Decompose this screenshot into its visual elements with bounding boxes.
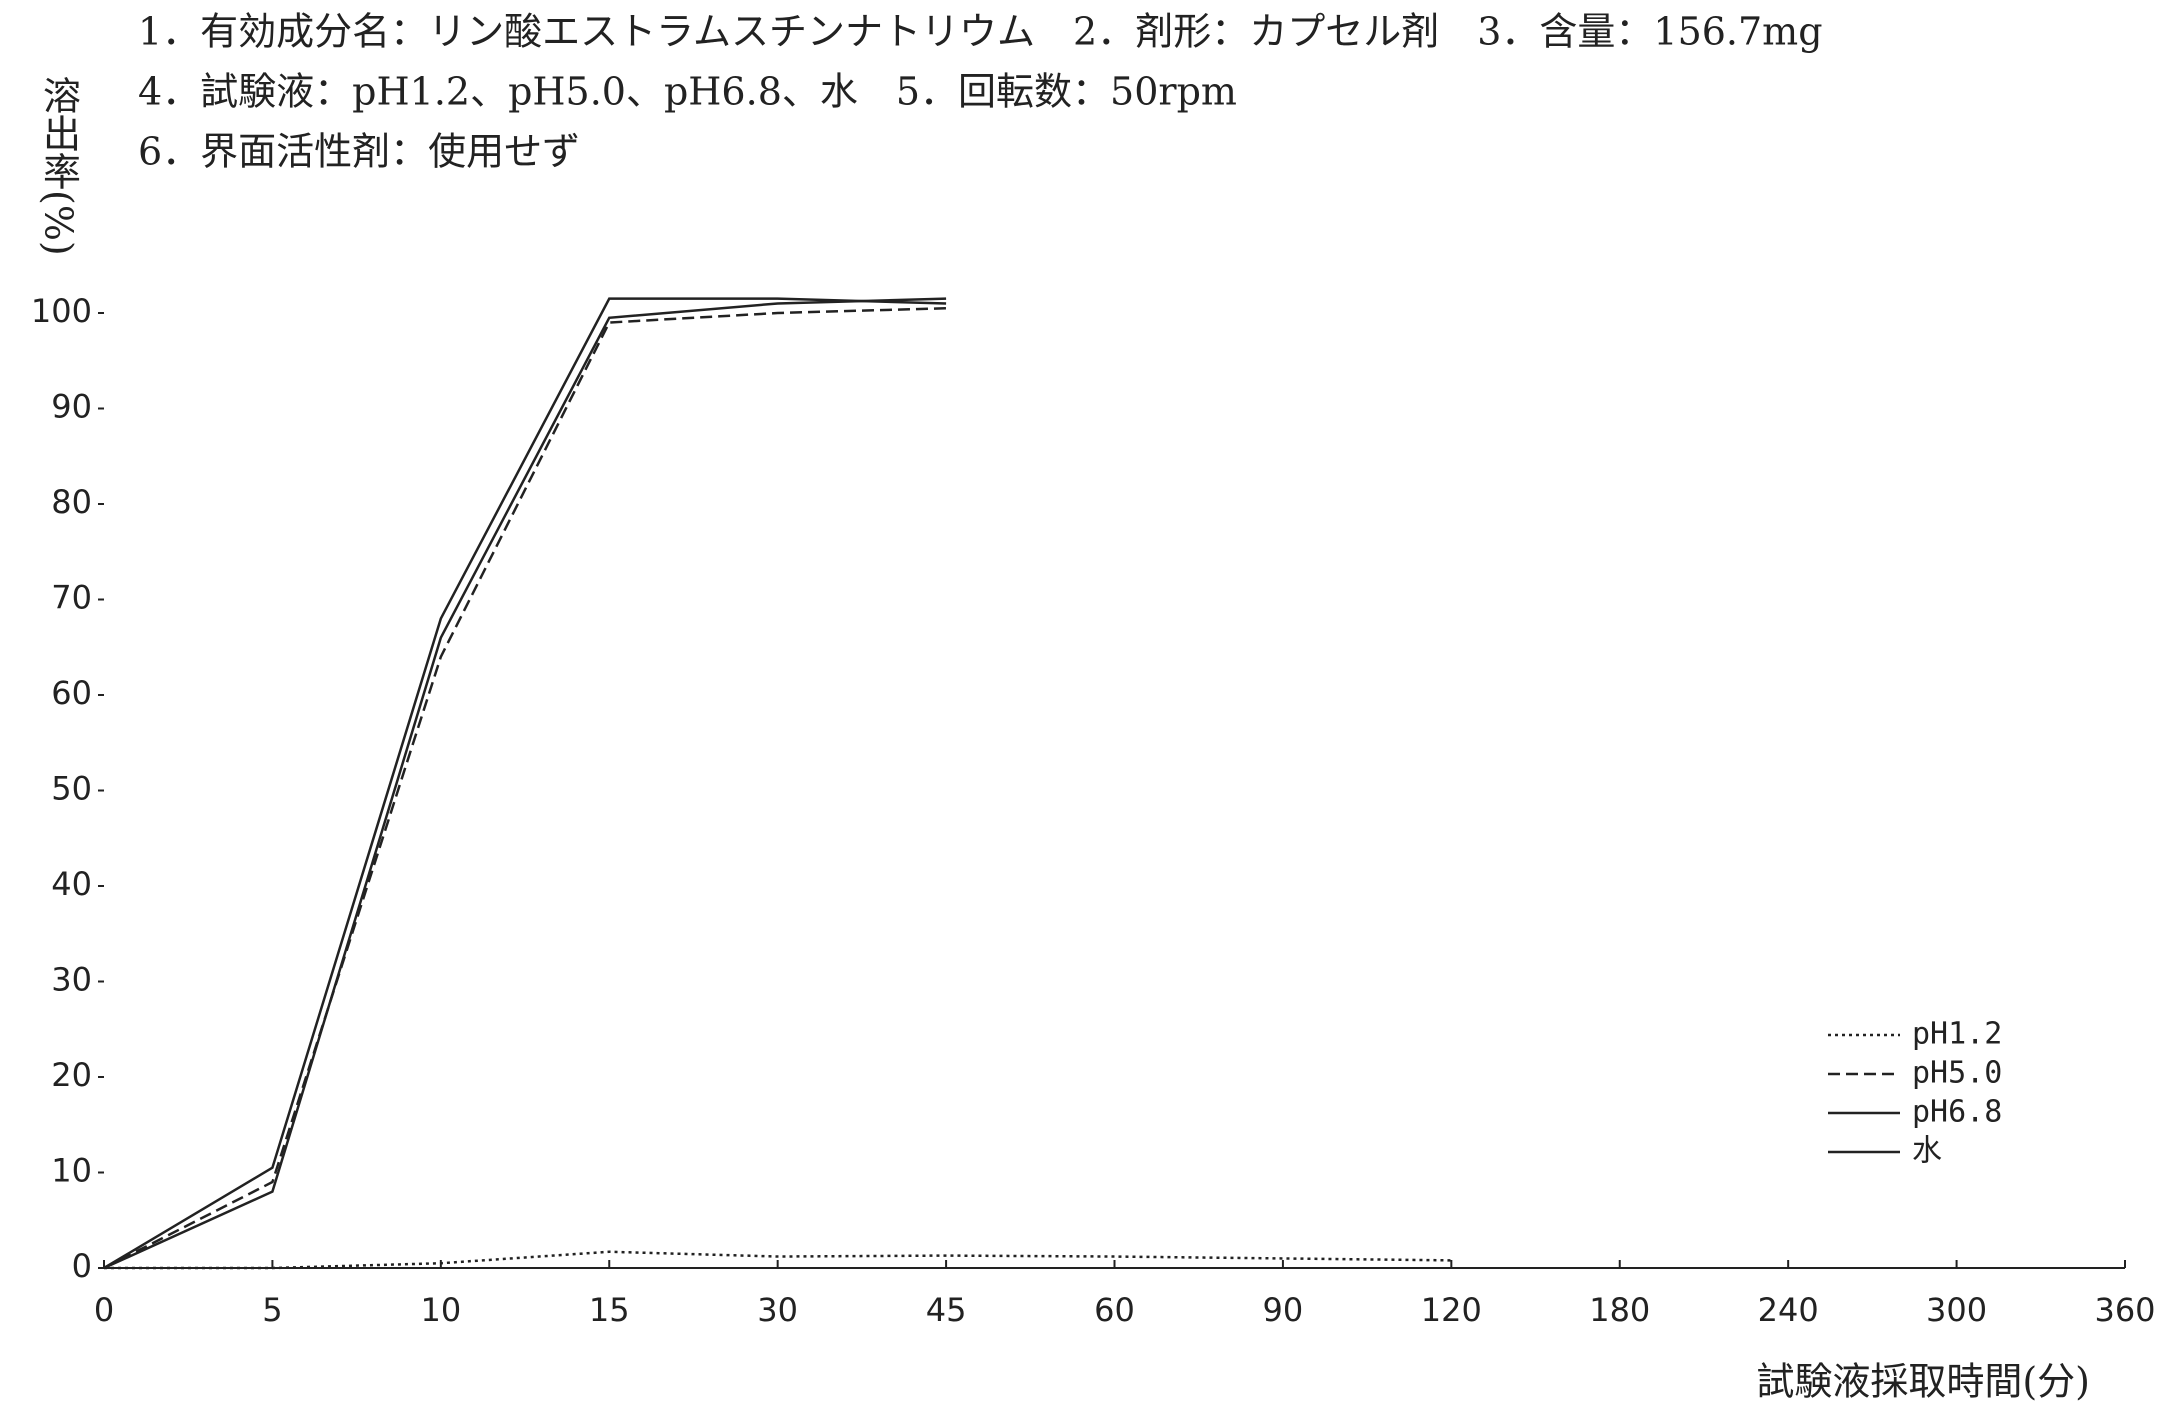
data-line	[103, 297, 947, 1270]
legend-label: pH6.8	[1912, 1095, 2002, 1130]
x-tick-label: 30	[757, 1291, 798, 1329]
y-axis-label: 溶出率(%)	[37, 76, 81, 256]
x-tick-label: 5	[262, 1291, 282, 1329]
x-tick-label: 60	[1094, 1291, 1135, 1329]
x-tick-label: 45	[926, 1291, 967, 1329]
x-tick-label: 360	[2094, 1291, 2155, 1329]
y-tick-label: 90	[51, 388, 92, 426]
y-tick-label: 0	[72, 1247, 92, 1285]
y-tick-label: 30	[51, 961, 92, 999]
data-line	[103, 297, 947, 1270]
data-line	[103, 306, 947, 1270]
y-tick-label: 60	[51, 674, 92, 712]
x-tick-label: 10	[420, 1291, 461, 1329]
x-tick-label: 15	[589, 1291, 630, 1329]
y-tick-label: 70	[51, 579, 92, 617]
data-line	[104, 1250, 1452, 1270]
header-note: 1．有効成分名：リン酸エストラムスチンナトリウム 2．剤形：カプセル剤 3．含量…	[138, 10, 1823, 54]
x-tick-label: 0	[94, 1291, 114, 1329]
x-tick-label: 180	[1589, 1291, 1650, 1329]
legend-label: 水	[1912, 1134, 1942, 1169]
y-tick-label: 20	[51, 1056, 92, 1094]
x-axis-label: 試験液採取時間(分)	[1756, 1360, 2090, 1404]
header-note: 4．試験液：pH1.2、pH5.0、pH6.8、水 5．回転数：50rpm	[138, 70, 1237, 114]
y-tick-label: 80	[51, 483, 92, 521]
x-tick-label: 240	[1758, 1291, 1819, 1329]
header-note: 6．界面活性剤：使用せず	[138, 130, 580, 174]
x-tick-label: 90	[1263, 1291, 1304, 1329]
y-tick-label: 100	[31, 292, 92, 330]
x-tick-label: 120	[1421, 1291, 1482, 1329]
y-tick-label: 50	[51, 770, 92, 808]
legend-label: pH5.0	[1912, 1056, 2002, 1091]
legend-label: pH1.2	[1912, 1017, 2002, 1052]
x-tick-label: 300	[1926, 1291, 1987, 1329]
y-tick-label: 10	[51, 1152, 92, 1190]
y-tick-label: 40	[51, 865, 92, 903]
